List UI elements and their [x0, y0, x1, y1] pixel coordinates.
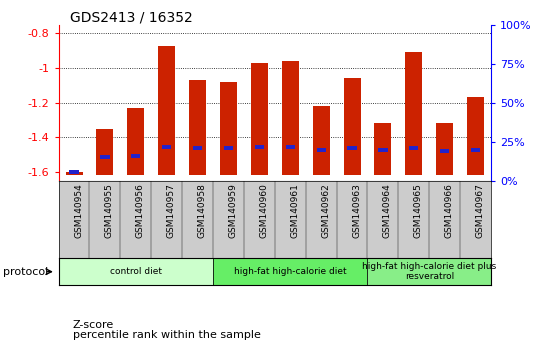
Bar	[471, 148, 480, 152]
Text: GSM140967: GSM140967	[475, 183, 484, 238]
Bar	[374, 124, 391, 175]
Text: high-fat high-calorie diet plus
resveratrol: high-fat high-calorie diet plus resverat…	[362, 262, 497, 281]
Bar	[368, 258, 491, 285]
Text: GSM140956: GSM140956	[136, 183, 145, 238]
Text: GSM140961: GSM140961	[290, 183, 299, 238]
Bar	[255, 144, 264, 149]
Bar	[189, 80, 206, 175]
Bar	[127, 108, 145, 175]
Bar	[131, 154, 141, 158]
Text: GSM140958: GSM140958	[198, 183, 206, 238]
Bar	[282, 61, 299, 175]
Bar	[224, 146, 233, 150]
Bar	[59, 258, 213, 285]
Bar	[69, 170, 79, 175]
Text: GSM140962: GSM140962	[321, 183, 330, 238]
Text: control diet: control diet	[110, 267, 162, 276]
Bar	[193, 146, 202, 150]
Text: GSM140960: GSM140960	[259, 183, 268, 238]
Bar	[312, 106, 330, 175]
Text: GSM140955: GSM140955	[105, 183, 114, 238]
Bar	[405, 52, 422, 175]
Text: GSM140963: GSM140963	[352, 183, 361, 238]
Bar	[158, 46, 175, 175]
Bar	[348, 146, 357, 150]
Text: percentile rank within the sample: percentile rank within the sample	[73, 330, 261, 339]
Text: GSM140965: GSM140965	[414, 183, 423, 238]
Text: high-fat high-calorie diet: high-fat high-calorie diet	[234, 267, 347, 276]
Text: GSM140957: GSM140957	[167, 183, 176, 238]
Bar	[436, 124, 453, 175]
Bar	[97, 129, 113, 175]
Bar	[251, 63, 268, 175]
Bar	[213, 258, 368, 285]
Bar	[378, 148, 388, 152]
Bar	[65, 172, 83, 175]
Bar	[100, 155, 109, 159]
Text: Z-score: Z-score	[73, 320, 114, 330]
Bar	[286, 144, 295, 149]
Bar	[162, 144, 171, 149]
Text: GSM140959: GSM140959	[228, 183, 238, 238]
Text: protocol: protocol	[3, 267, 48, 277]
Bar	[316, 148, 326, 152]
Bar	[344, 79, 360, 175]
Text: GSM140966: GSM140966	[445, 183, 454, 238]
Bar	[409, 146, 418, 150]
Text: GDS2413 / 16352: GDS2413 / 16352	[70, 11, 193, 25]
Text: GSM140954: GSM140954	[74, 183, 83, 238]
Bar	[440, 149, 449, 153]
Bar	[220, 82, 237, 175]
Bar	[467, 97, 484, 175]
Text: GSM140964: GSM140964	[383, 183, 392, 238]
